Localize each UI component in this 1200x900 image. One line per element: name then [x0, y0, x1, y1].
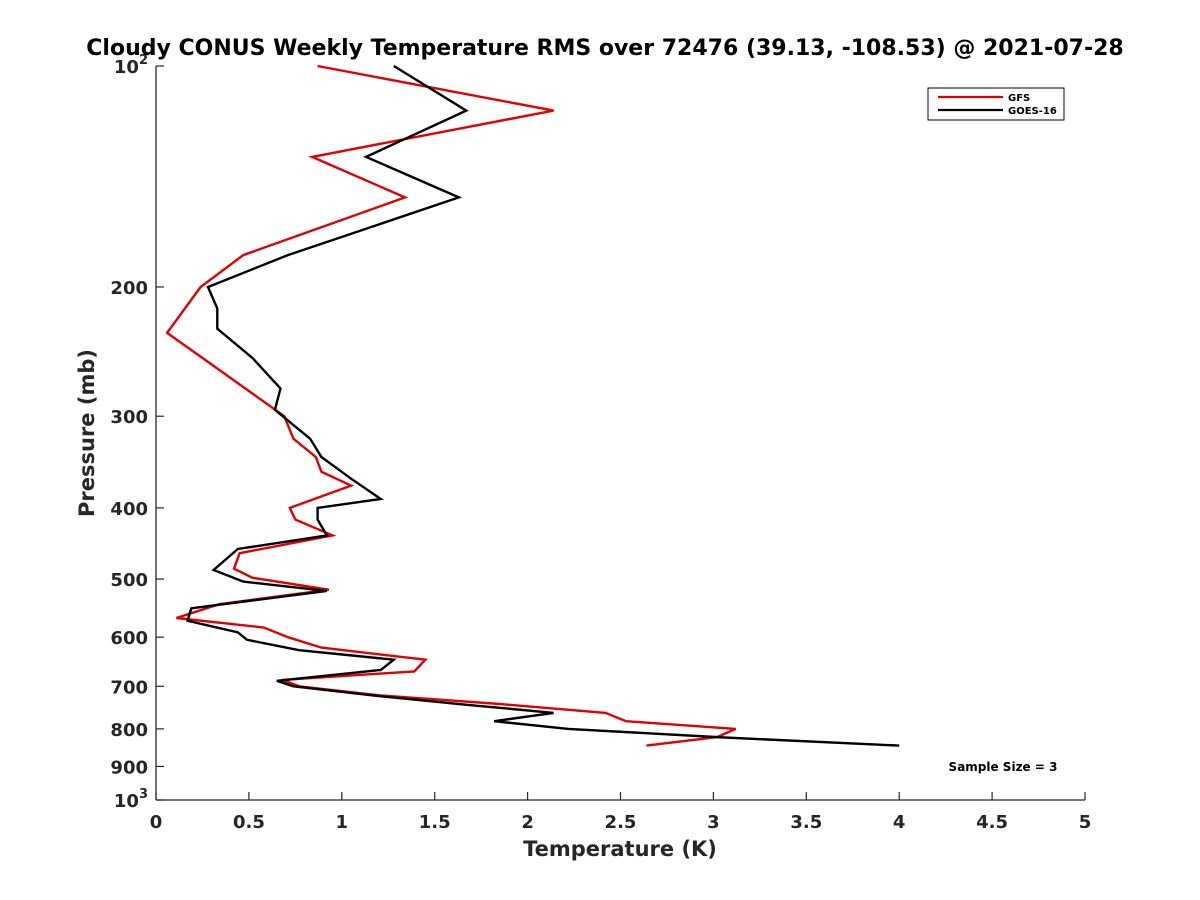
y-tick-label: 102: [114, 53, 148, 78]
y-tick-label: 900: [110, 757, 148, 778]
x-tick-label: 1: [336, 812, 349, 833]
y-tick-label: 400: [110, 499, 148, 520]
y-tick-label: 300: [110, 407, 148, 428]
y-tick-label: 800: [110, 720, 148, 741]
x-tick-label: 4: [893, 812, 906, 833]
sample-size-annotation: Sample Size = 3: [949, 760, 1058, 774]
plot-area: [156, 66, 1085, 800]
legend: GFS GOES-16: [927, 87, 1065, 121]
series-line-goes-16: [186, 64, 900, 747]
y-tick-label: 200: [110, 278, 148, 299]
x-tick-label: 0: [150, 812, 163, 833]
y-tick-label: 700: [110, 677, 148, 698]
chart-title: Cloudy CONUS Weekly Temperature RMS over…: [86, 36, 1123, 61]
x-tick-label: 2.5: [605, 812, 637, 833]
x-tick-label: 2: [521, 812, 534, 833]
x-tick-label: 1.5: [419, 812, 451, 833]
y-tick-label: 103: [114, 787, 148, 812]
y-axis-label: Pressure (mb): [75, 349, 99, 517]
x-tick-label: 4.5: [976, 812, 1008, 833]
legend-label-gfs: GFS: [1008, 93, 1030, 104]
x-ticks: 0 0.5 1 1.5 2 2.5 3 3.5 4 4.5 5: [150, 792, 1092, 833]
series-group: [165, 64, 900, 747]
legend-box: [927, 87, 1065, 121]
y-tick-label: 500: [110, 570, 148, 591]
x-tick-label: 0.5: [233, 812, 265, 833]
series-line-gfs: [165, 64, 737, 747]
x-tick-label: 5: [1079, 812, 1092, 833]
x-axis-label: Temperature (K): [523, 837, 717, 861]
y-tick-label: 600: [110, 628, 148, 649]
x-tick-label: 3: [707, 812, 720, 833]
legend-label-goes-16: GOES-16: [1008, 106, 1057, 117]
y-ticks: 102 200 300 400 500 600 700 800 900 103: [110, 53, 164, 812]
x-tick-label: 3.5: [790, 812, 822, 833]
